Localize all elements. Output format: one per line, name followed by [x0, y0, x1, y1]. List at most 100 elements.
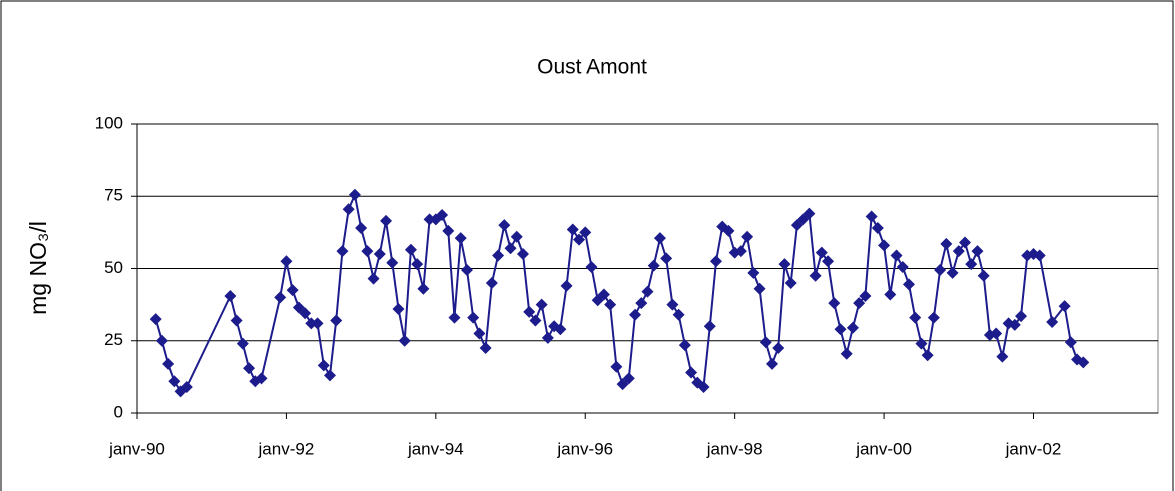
marker	[653, 232, 666, 245]
marker	[1015, 310, 1028, 323]
marker	[610, 360, 623, 373]
y-tick-label: 100	[95, 113, 123, 132]
marker	[753, 282, 766, 295]
marker	[741, 230, 754, 243]
marker	[853, 297, 866, 310]
marker	[1008, 318, 1021, 331]
marker	[915, 337, 928, 350]
marker	[230, 314, 243, 327]
marker	[460, 263, 473, 276]
marker	[448, 311, 461, 324]
marker	[436, 209, 449, 222]
marker	[709, 255, 722, 268]
marker	[398, 334, 411, 347]
marker	[286, 284, 299, 297]
marker	[840, 347, 853, 360]
marker	[168, 375, 181, 388]
marker	[946, 266, 959, 279]
marker	[392, 302, 405, 315]
marker	[815, 246, 828, 259]
marker	[510, 230, 523, 243]
marker	[330, 314, 343, 327]
marker	[778, 258, 791, 271]
marker	[292, 301, 305, 314]
marker	[1077, 356, 1090, 369]
marker	[622, 372, 635, 385]
marker	[604, 298, 617, 311]
x-tick-label: janv-90	[108, 439, 165, 458]
marker	[516, 248, 529, 261]
marker	[846, 321, 859, 334]
marker	[896, 261, 909, 274]
marker	[566, 223, 579, 236]
marker	[766, 357, 779, 370]
marker	[554, 323, 567, 336]
x-tick-label: janv-02	[1005, 439, 1062, 458]
marker	[573, 233, 586, 246]
marker	[243, 362, 256, 375]
marker	[386, 256, 399, 269]
marker	[927, 311, 940, 324]
marker	[865, 210, 878, 223]
marker	[790, 219, 803, 232]
marker	[822, 255, 835, 268]
marker	[660, 252, 673, 265]
marker	[977, 269, 990, 282]
x-tick-label: janv-98	[706, 439, 763, 458]
marker	[162, 357, 175, 370]
marker	[180, 380, 193, 393]
marker	[884, 288, 897, 301]
marker	[1064, 336, 1077, 349]
marker	[442, 224, 455, 237]
marker	[878, 239, 891, 252]
y-tick-label: 75	[104, 186, 123, 205]
marker	[355, 222, 368, 235]
marker	[1033, 249, 1046, 262]
y-axis-label: mg NO₃/l	[25, 221, 51, 315]
marker	[149, 313, 162, 326]
x-tick-label: janv-96	[556, 439, 613, 458]
marker	[1058, 300, 1071, 313]
marker	[797, 213, 810, 226]
marker	[722, 224, 735, 237]
marker	[934, 263, 947, 276]
marker	[809, 269, 822, 282]
marker	[323, 369, 336, 382]
marker	[759, 336, 772, 349]
marker	[641, 285, 654, 298]
marker	[529, 314, 542, 327]
marker	[990, 327, 1003, 340]
marker	[734, 245, 747, 258]
marker	[784, 276, 797, 289]
marker	[336, 245, 349, 258]
marker	[902, 278, 915, 291]
marker	[871, 222, 884, 235]
marker	[579, 226, 592, 239]
marker	[859, 289, 872, 302]
marker	[672, 308, 685, 321]
marker	[597, 288, 610, 301]
marker	[404, 243, 417, 256]
y-tick-label: 25	[104, 330, 123, 349]
marker	[996, 350, 1009, 363]
marker	[952, 245, 965, 258]
marker	[585, 261, 598, 274]
marker	[224, 289, 237, 302]
marker	[535, 298, 548, 311]
y-tick-label: 0	[114, 402, 123, 421]
marker	[492, 249, 505, 262]
marker	[317, 359, 330, 372]
marker	[504, 242, 517, 255]
marker	[703, 320, 716, 333]
marker	[498, 219, 511, 232]
marker	[380, 214, 393, 227]
marker	[591, 294, 604, 307]
marker	[454, 232, 467, 245]
x-tick-label: janv-92	[258, 439, 315, 458]
marker	[959, 236, 972, 249]
marker	[635, 297, 648, 310]
marker	[629, 308, 642, 321]
marker	[299, 307, 312, 320]
